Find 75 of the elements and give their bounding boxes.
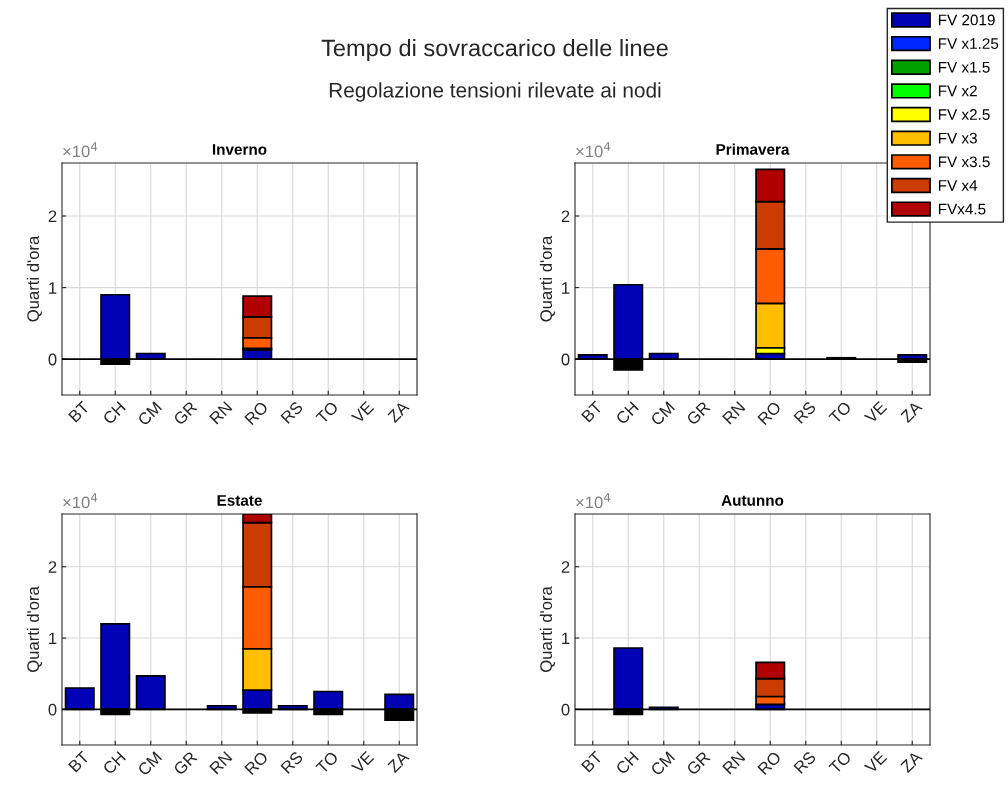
legend-label: FV 2019 [938,14,995,26]
x-tick-label: CH [615,751,639,775]
x-tick-label: CM [650,401,676,427]
x-tick-label: RS [280,750,304,774]
legend-label: FV x3 [938,132,977,144]
legend-label: FV x2 [938,85,977,97]
y-axis-title: Quarti d'ora [26,235,43,322]
x-tick-label: GR [172,750,198,776]
x-tick-label: CM [137,401,163,427]
x-tick-label: RN [209,401,233,425]
y-tick-label: 1 [49,282,57,294]
x-tick-label: VE [350,400,375,425]
text: Tempo di sovraccarico delle linee [321,39,668,62]
y-axis-title: Quarti d'ora [26,586,43,672]
x-tick-label: GR [685,750,711,776]
legend-label: FV x2.5 [938,109,990,120]
chart-title: Inverno [212,144,267,155]
y-tick-label: 2 [48,210,57,223]
x-tick-label: ZA [387,400,410,424]
y-tick-label: 2 [48,561,57,573]
legend-label: FV x3.5 [938,156,990,168]
chart-title: Autunno [721,495,784,506]
x-tick-label: RO [244,400,269,426]
x-tick-label: BT [581,750,604,773]
x-tick-label: RO [244,750,269,776]
text: ×10$^{4}$ [576,493,611,509]
y-tick-label: 0 [561,703,570,716]
x-tick-label: RS [280,400,304,424]
legend-label: FV x1.5 [938,61,990,73]
legend-label: FVx4.5 [938,203,986,215]
x-tick-label: TO [315,750,339,775]
text: Regolazione tensioni rilevate ai nodi [329,82,661,102]
x-tick-label: TO [828,750,852,775]
y-tick-label: 2 [561,561,570,573]
text: ×10$^{4}$ [63,142,98,158]
x-tick-label: BT [68,750,91,773]
x-tick-label: CH [102,751,126,775]
y-tick-label: 1 [562,282,570,294]
legend-label: FV x1.25 [938,38,999,49]
x-tick-label: RO [757,750,782,776]
chart-title: Estate [217,495,262,506]
x-tick-label: RN [722,751,746,775]
x-tick-label: TO [828,400,852,425]
y-axis-title: Quarti d'ora [539,235,556,322]
x-tick-label: RN [209,751,233,775]
x-tick-label: CM [650,751,676,777]
x-tick-label: RN [722,401,746,425]
x-tick-label: CH [102,401,126,425]
x-tick-label: ZA [900,400,923,424]
x-tick-label: RS [793,750,817,774]
y-axis-title: Quarti d'ora [539,586,556,672]
text: ×10$^{4}$ [576,142,611,158]
x-tick-label: VE [863,750,888,775]
y-tick-label: 0 [48,703,57,716]
y-tick-label: 0 [48,353,57,366]
x-tick-label: CH [615,401,639,425]
y-tick-label: 1 [562,632,570,645]
x-tick-label: TO [315,400,339,425]
x-tick-label: ZA [387,750,410,774]
y-tick-label: 2 [561,210,570,223]
legend-label: FV x4 [938,180,978,191]
x-tick-label: CM [137,751,163,777]
x-tick-label: VE [350,750,375,775]
x-tick-label: VE [863,400,888,425]
chart-title: Primavera [716,143,790,155]
x-tick-label: GR [685,400,711,426]
x-tick-label: RO [757,400,782,426]
x-tick-label: BT [581,400,604,423]
x-tick-label: BT [68,400,91,423]
y-tick-label: 0 [561,353,570,366]
y-tick-label: 1 [49,632,57,645]
x-tick-label: RS [793,400,817,424]
text: ×10$^{4}$ [63,493,98,509]
x-tick-label: GR [172,400,198,426]
x-tick-label: ZA [900,750,923,774]
